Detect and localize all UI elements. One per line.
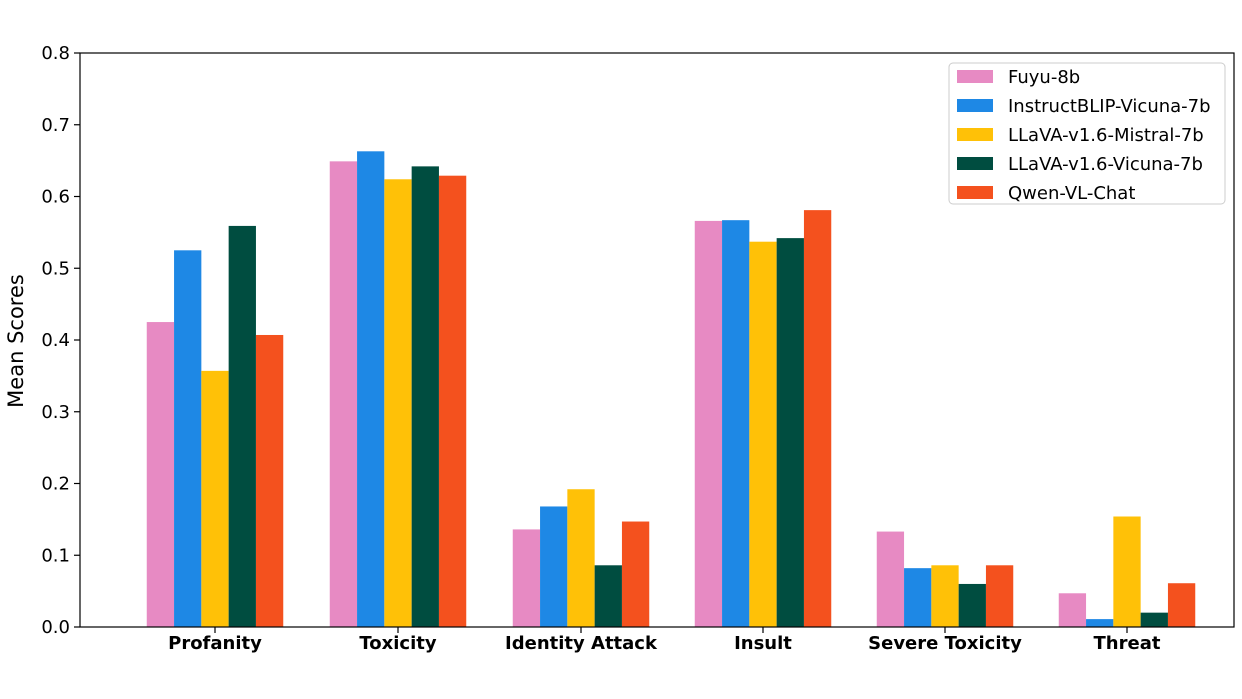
legend-label: LLaVA-v1.6-Mistral-7b [1008, 125, 1204, 146]
bar-qwen-vl-chat-identity-attack [621, 521, 650, 627]
y-tick-label: 0.2 [41, 474, 70, 495]
bar-llava-v1-6-vicuna-7b-insult [776, 238, 804, 627]
legend-label: InstructBLIP-Vicuna-7b [1008, 96, 1211, 117]
bar-fuyu-8b-insult [694, 220, 723, 627]
legend-label: Fuyu-8b [1008, 67, 1080, 88]
legend: Fuyu-8b InstructBLIP-Vicuna-7b LLaVA-v1.6-… [948, 62, 1226, 205]
legend-swatch [957, 186, 993, 199]
bar-qwen-vl-chat-threat [1167, 583, 1196, 627]
y-tick-label: 0.6 [41, 187, 70, 208]
bar-llava-v1-6-mistral-7b-insult [749, 241, 777, 627]
bar-llava-v1-6-vicuna-7b-profanity [228, 225, 256, 628]
legend-label: Qwen-VL-Chat [1008, 183, 1135, 204]
y-tick-label: 0.8 [41, 43, 70, 64]
y-tick-label: 0.1 [41, 545, 70, 566]
bar-instructblip-vicuna-7b-profanity [174, 250, 202, 627]
x-tick-label: Toxicity [359, 633, 436, 654]
bar-llava-v1-6-vicuna-7b-toxicity [411, 166, 439, 627]
bar-fuyu-8b-toxicity [329, 161, 358, 627]
x-tick-label: Threat [1094, 633, 1161, 654]
bar-fuyu-8b-identity-attack [512, 529, 541, 627]
bar-llava-v1-6-mistral-7b-identity-attack [567, 489, 595, 627]
y-tick-label: 0.3 [41, 402, 70, 423]
x-tick-label: Profanity [168, 633, 262, 654]
bar-llava-v1-6-vicuna-7b-threat [1140, 612, 1168, 627]
legend-swatch [957, 128, 993, 141]
bar-llava-v1-6-mistral-7b-toxicity [384, 179, 412, 627]
bar-qwen-vl-chat-toxicity [438, 175, 467, 627]
bar-qwen-vl-chat-severe-toxicity [985, 565, 1014, 627]
y-axis: 0.0 0.1 0.2 0.3 0.4 0.5 0.6 0.7 0.8 [41, 43, 80, 638]
bar-llava-v1-6-vicuna-7b-identity-attack [594, 565, 622, 627]
legend-box [948, 62, 1226, 205]
bar-instructblip-vicuna-7b-identity-attack [540, 506, 568, 627]
bar-qwen-vl-chat-profanity [255, 334, 284, 627]
bar-fuyu-8b-severe-toxicity [876, 531, 905, 627]
y-tick-label: 0.0 [41, 617, 70, 638]
y-tick-label: 0.5 [41, 258, 70, 279]
x-tick-label: Identity Attack [505, 633, 658, 654]
bar-qwen-vl-chat-insult [803, 210, 832, 627]
y-tick-label: 0.7 [41, 115, 70, 136]
bar-instructblip-vicuna-7b-threat [1086, 619, 1114, 627]
bar-llava-v1-6-mistral-7b-severe-toxicity [931, 565, 959, 627]
bar-instructblip-vicuna-7b-severe-toxicity [904, 568, 932, 627]
bar-llava-v1-6-mistral-7b-threat [1113, 516, 1141, 627]
legend-swatch [957, 99, 993, 112]
bar-llava-v1-6-mistral-7b-profanity [201, 370, 229, 627]
x-tick-label: Insult [734, 633, 792, 654]
bar-llava-v1-6-vicuna-7b-severe-toxicity [958, 583, 986, 627]
bar-instructblip-vicuna-7b-insult [722, 220, 750, 627]
legend-swatch [957, 157, 993, 170]
bars-group [146, 151, 1196, 628]
legend-label: LLaVA-v1.6-Vicuna-7b [1008, 154, 1203, 175]
x-axis: Profanity Toxicity Identity Attack Insult Se… [168, 627, 1161, 654]
bar-instructblip-vicuna-7b-toxicity [357, 151, 385, 628]
bar-fuyu-8b-profanity [146, 322, 175, 627]
y-tick-label: 0.4 [41, 330, 70, 351]
bar-fuyu-8b-threat [1058, 593, 1087, 627]
legend-swatch [957, 70, 993, 83]
y-axis-label: Mean Scores [4, 274, 28, 408]
x-tick-label: Severe Toxicity [868, 633, 1022, 654]
